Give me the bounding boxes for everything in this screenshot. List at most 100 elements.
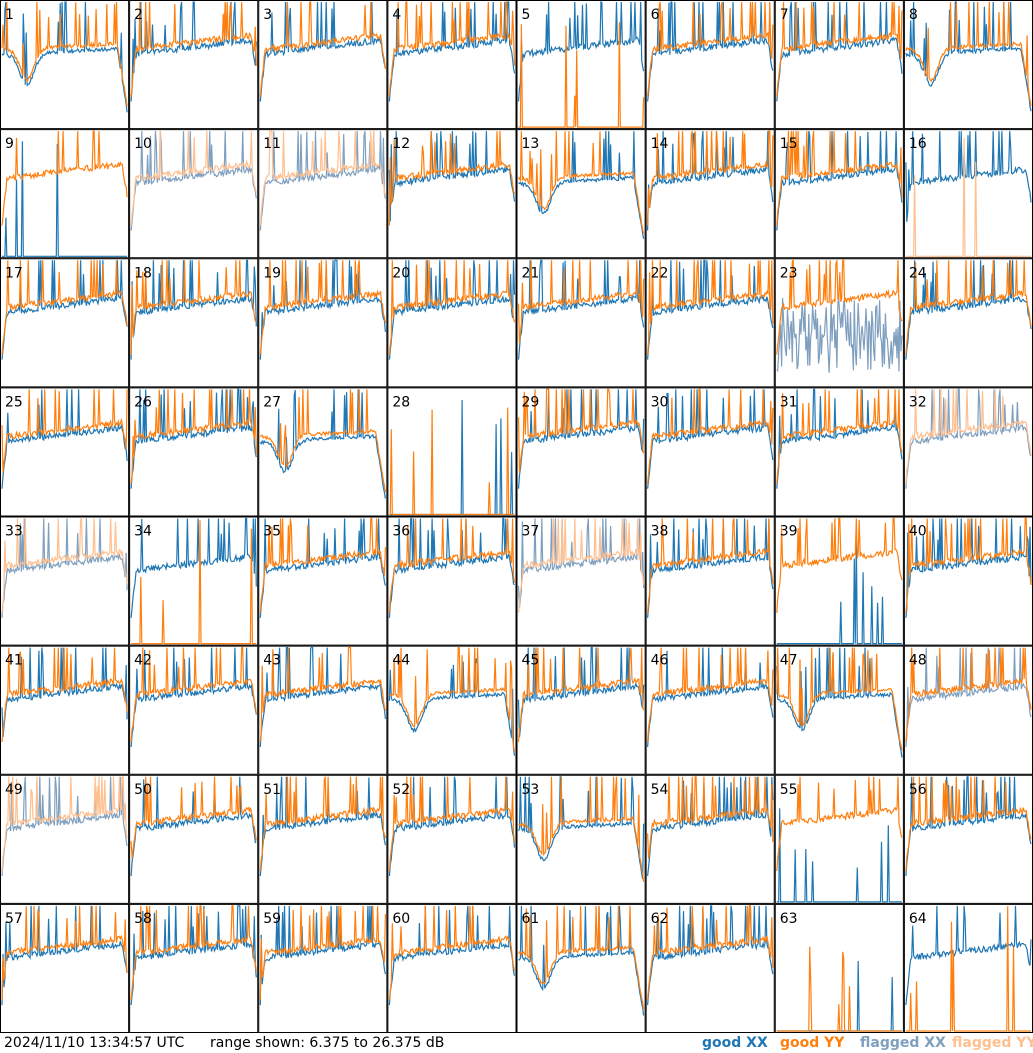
series-good-yy	[647, 647, 774, 742]
range-label: range shown: 6.375 to 26.375 dB	[210, 1035, 445, 1051]
panel-23: 23	[774, 258, 904, 388]
panel-frame	[645, 258, 775, 388]
series-good-xx	[517, 389, 645, 489]
series-good-xx	[259, 259, 386, 360]
panel-frame	[645, 387, 775, 517]
panel-7: 7	[774, 0, 904, 130]
panel-frame	[258, 258, 388, 388]
series-good-xx	[130, 259, 257, 360]
panel-22: 22	[645, 258, 775, 388]
series-good-xx	[130, 517, 257, 618]
panel-44: 44	[387, 645, 517, 775]
panel-58: 58	[129, 903, 259, 1033]
panel-46: 46	[645, 645, 775, 775]
series-good-yy	[647, 905, 774, 1001]
panel-14: 14	[645, 129, 775, 259]
series-good-xx	[647, 776, 774, 877]
series-good-xx	[647, 131, 774, 231]
panel-6: 6	[645, 0, 775, 130]
panel-label: 16	[909, 136, 927, 152]
panel-label: 21	[522, 265, 540, 281]
legend-flagged-xx: flagged XX	[860, 1035, 946, 1051]
panel-label: 1	[5, 7, 14, 23]
panel-frame	[516, 258, 646, 388]
series-good-yy	[776, 389, 903, 484]
panel-label: 5	[522, 7, 531, 23]
series-good-yy	[130, 905, 257, 1001]
series-good-xx	[1, 647, 128, 737]
series-good-yy	[1, 389, 128, 473]
panel-39: 39	[774, 516, 904, 646]
series-good-xx	[647, 389, 774, 489]
series-good-yy	[131, 520, 257, 645]
panel-17: 17	[0, 258, 130, 388]
series-flagged-xx	[130, 131, 257, 231]
panel-28: 28	[387, 387, 517, 517]
panel-frame	[645, 774, 775, 904]
series-good-xx	[388, 260, 516, 360]
series-good-yy	[259, 776, 386, 872]
series-good-xx	[518, 905, 645, 1016]
series-good-xx	[517, 1, 645, 102]
series-flagged-xx	[776, 297, 903, 373]
panel-frame	[387, 774, 517, 904]
series-good-yy	[905, 260, 1032, 355]
panel-4: 4	[387, 0, 517, 130]
panel-label: 42	[134, 653, 152, 669]
panel-15: 15	[774, 129, 904, 259]
series-good-xx	[905, 905, 1032, 1006]
series-good-xx	[905, 131, 1032, 222]
series-good-yy	[518, 22, 645, 128]
panel-frame	[258, 903, 388, 1033]
series-good-yy	[776, 1, 903, 97]
series-good-xx	[776, 647, 903, 758]
series-good-yy	[647, 388, 774, 484]
panel-19: 19	[258, 258, 388, 388]
panel-13: 13	[516, 129, 646, 259]
panel-16: 16	[903, 129, 1033, 259]
panel-label: 46	[651, 653, 669, 669]
panel-label: 52	[392, 782, 410, 798]
series-flagged-yy	[517, 518, 645, 613]
panel-label: 55	[780, 782, 798, 798]
panel-label: 62	[651, 911, 669, 927]
series-flagged-yy	[130, 131, 257, 226]
series-good-xx	[647, 518, 774, 618]
timestamp: 2024/11/10 13:34:57 UTC	[4, 1035, 185, 1051]
series-good-yy	[776, 647, 903, 751]
panel-label: 57	[5, 911, 23, 927]
panel-24: 24	[903, 258, 1033, 388]
panel-frame	[129, 645, 259, 775]
panel-frame	[129, 516, 259, 646]
series-good-xx	[1, 389, 128, 489]
panel-label: 34	[134, 524, 152, 540]
panel-5: 5	[516, 0, 646, 130]
panel-frame	[645, 129, 775, 259]
series-flagged-yy	[1, 516, 128, 613]
panel-label: 29	[522, 394, 540, 410]
series-good-xx	[259, 647, 386, 747]
series-good-yy	[1, 1, 128, 107]
panel-label: 64	[909, 911, 927, 927]
panel-frame	[516, 0, 646, 130]
series-good-xx	[130, 647, 257, 747]
panel-label: 53	[522, 782, 540, 798]
panel-51: 51	[258, 774, 388, 904]
panel-38: 38	[645, 516, 775, 646]
panel-label: 35	[263, 524, 281, 540]
panel-label: 7	[780, 7, 789, 23]
series-flagged-yy	[259, 130, 386, 226]
panel-62: 62	[645, 903, 775, 1033]
panel-frame	[903, 903, 1033, 1033]
panel-label: 22	[651, 265, 669, 281]
panel-label: 32	[909, 394, 927, 410]
panel-35: 35	[258, 516, 388, 646]
series-good-yy	[905, 906, 1031, 1032]
panel-label: 12	[392, 136, 410, 152]
series-flagged-yy	[905, 389, 1032, 484]
series-flagged-xx	[1, 518, 128, 618]
panel-10: 10	[129, 129, 259, 259]
series-good-yy	[905, 776, 1032, 872]
panel-label: 15	[780, 136, 798, 152]
series-good-xx	[259, 905, 386, 1006]
